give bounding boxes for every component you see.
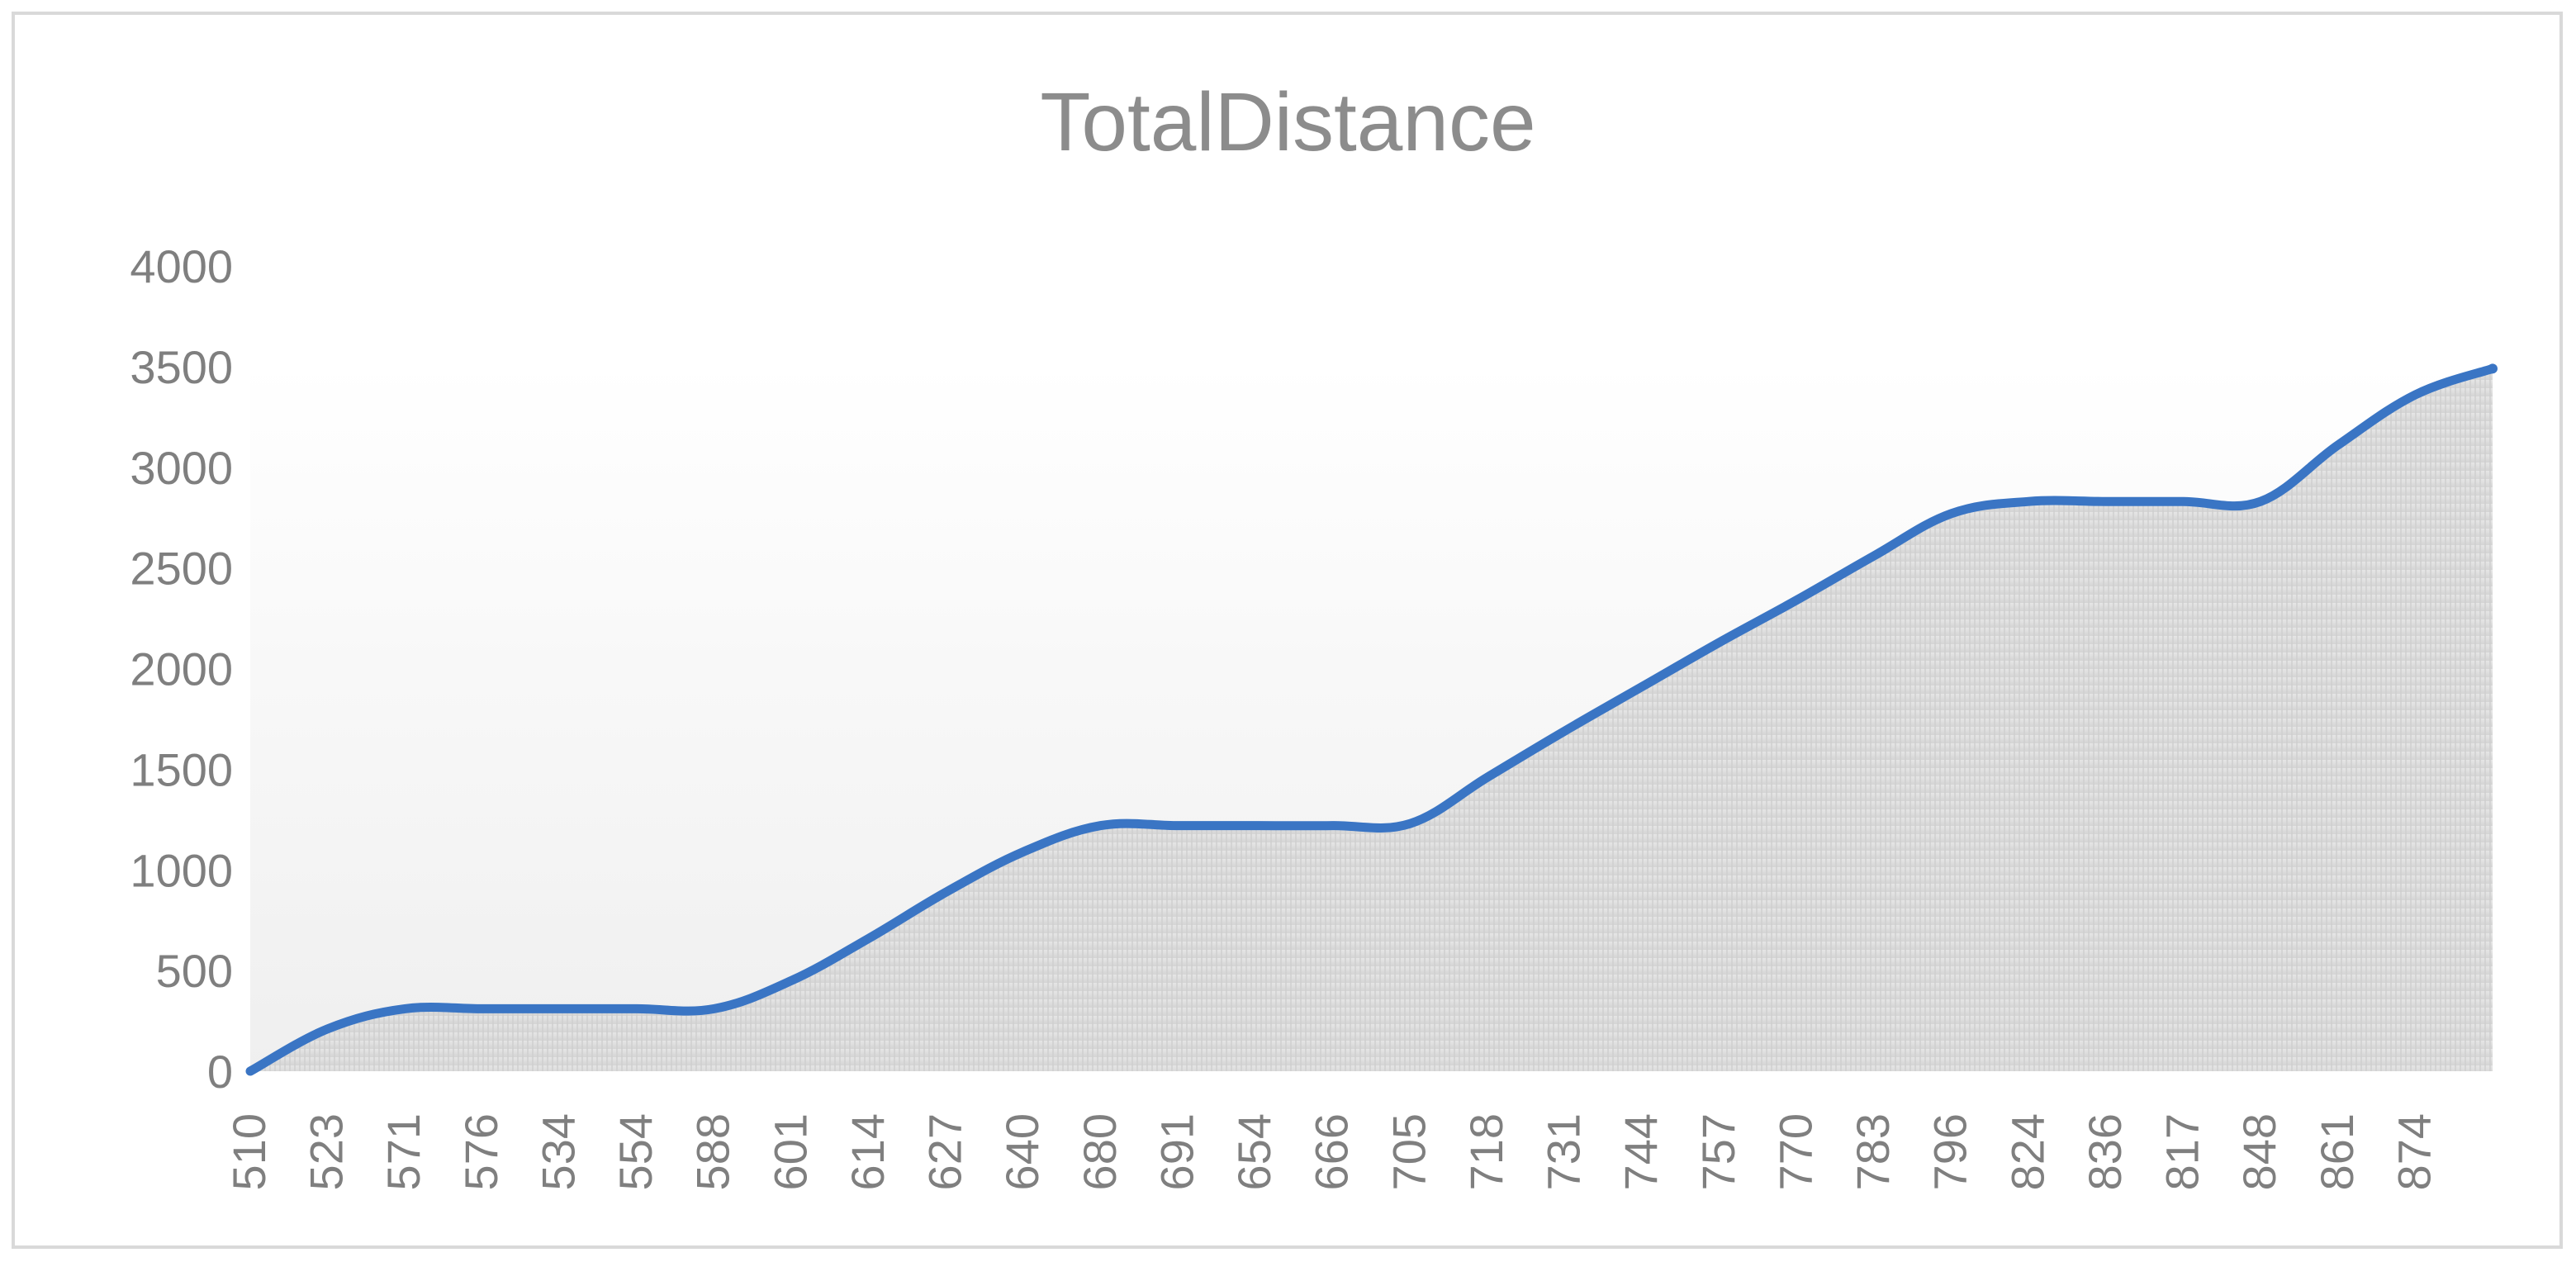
x-tick-label: 588 [687, 1113, 739, 1190]
series-area [250, 368, 2493, 1071]
x-tick-label: 770 [1769, 1113, 1821, 1190]
x-tick-label: 783 [1847, 1113, 1899, 1190]
x-tick-label: 796 [1924, 1113, 1976, 1190]
x-tick-label: 654 [1228, 1113, 1280, 1190]
y-tick-label: 0 [207, 1046, 233, 1098]
y-tick-label: 4000 [130, 240, 233, 292]
x-tick-label: 718 [1460, 1113, 1512, 1190]
y-tick-label: 3500 [130, 341, 233, 393]
x-tick-label: 601 [764, 1113, 816, 1190]
y-tick-label: 500 [156, 945, 233, 997]
chart-title: TotalDistance [1040, 76, 1536, 168]
x-tick-label: 861 [2311, 1113, 2363, 1190]
x-tick-label: 666 [1306, 1113, 1358, 1190]
x-tick-label: 614 [842, 1113, 894, 1190]
series-line [245, 363, 2498, 1076]
x-tick-label: 627 [919, 1113, 971, 1190]
x-tick-label: 523 [301, 1113, 353, 1190]
x-tick-label: 836 [2079, 1113, 2131, 1190]
x-tick-label: 848 [2233, 1113, 2285, 1190]
y-tick-label: 1000 [130, 844, 233, 896]
x-tick-label: 534 [532, 1113, 584, 1190]
x-tick-label: 705 [1383, 1113, 1435, 1190]
x-tick-label: 510 [223, 1113, 275, 1190]
y-tick-label: 2500 [130, 543, 233, 595]
x-tick-label: 576 [455, 1113, 507, 1190]
x-tick-label: 757 [1692, 1113, 1744, 1190]
x-tick-label: 571 [377, 1113, 429, 1190]
y-tick-label: 2000 [130, 643, 233, 695]
y-tick-label: 1500 [130, 743, 233, 795]
x-tick-label: 874 [2388, 1113, 2440, 1190]
x-tick-label: 640 [996, 1113, 1048, 1190]
data-point [2488, 363, 2498, 374]
x-tick-label: 554 [610, 1113, 662, 1190]
x-tick-label: 824 [2001, 1113, 2053, 1190]
x-tick-label: 744 [1615, 1113, 1667, 1190]
x-tick-label: 731 [1538, 1113, 1590, 1190]
y-tick-label: 3000 [130, 442, 233, 494]
x-tick-label: 680 [1074, 1113, 1126, 1190]
x-tick-label: 817 [2156, 1113, 2208, 1190]
x-tick-label: 691 [1150, 1113, 1203, 1190]
